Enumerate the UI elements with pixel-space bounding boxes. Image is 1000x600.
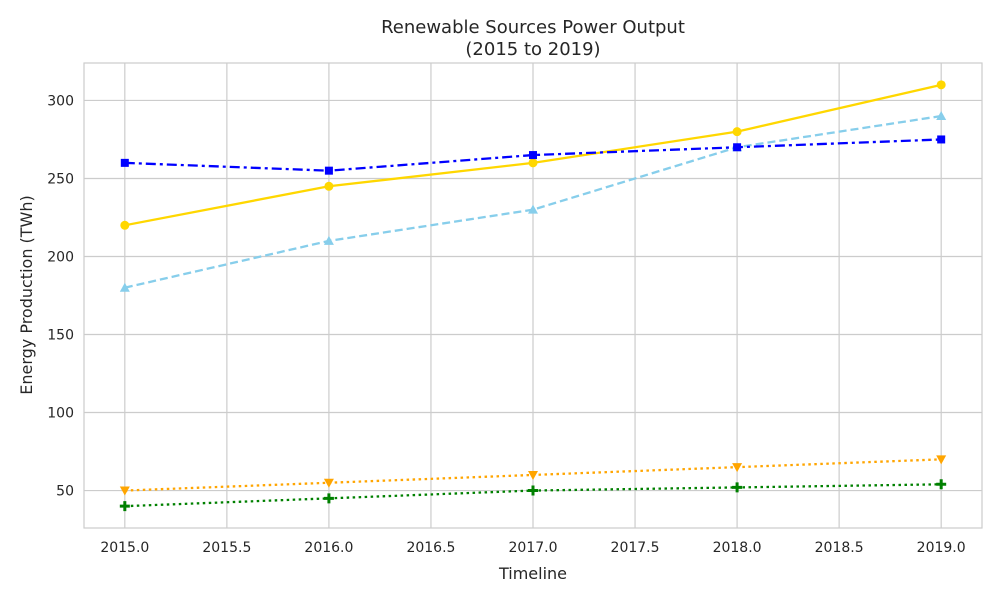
data-point bbox=[528, 158, 538, 168]
x-tick-label: 2018.5 bbox=[815, 540, 864, 556]
x-tick-label: 2019.0 bbox=[917, 540, 966, 556]
x-axis-label: Timeline bbox=[498, 564, 567, 583]
y-tick-label: 250 bbox=[47, 171, 74, 187]
data-point bbox=[323, 235, 334, 245]
y-tick-label: 50 bbox=[56, 484, 74, 500]
y-tick-label: 200 bbox=[47, 249, 74, 265]
x-tick-label: 2017.5 bbox=[611, 540, 660, 556]
x-tick-label: 2018.0 bbox=[713, 540, 762, 556]
chart-title-line-1: Renewable Sources Power Output bbox=[381, 17, 685, 38]
data-point bbox=[120, 220, 130, 230]
data-point bbox=[732, 463, 743, 473]
data-point bbox=[732, 127, 742, 137]
x-tick-label: 2017.0 bbox=[509, 540, 558, 556]
data-point bbox=[323, 493, 334, 504]
data-point bbox=[936, 479, 947, 490]
data-point bbox=[529, 151, 537, 160]
data-point bbox=[733, 143, 742, 152]
data-point bbox=[528, 485, 538, 496]
series-3 bbox=[119, 455, 947, 496]
y-tick-label: 100 bbox=[47, 406, 74, 422]
data-point bbox=[324, 166, 333, 175]
y-tick-label: 150 bbox=[47, 328, 74, 344]
data-point bbox=[324, 181, 334, 191]
series-0 bbox=[120, 80, 946, 230]
data-point bbox=[528, 470, 538, 480]
data-point bbox=[323, 478, 334, 488]
data-point bbox=[120, 158, 129, 167]
x-tick-label: 2015.5 bbox=[202, 540, 251, 556]
series-layer bbox=[119, 80, 947, 512]
series-4 bbox=[119, 479, 947, 512]
x-tick-label: 2016.0 bbox=[304, 540, 353, 556]
chart-title-line-2: (2015 to 2019) bbox=[465, 39, 600, 60]
data-point bbox=[936, 455, 947, 465]
data-point bbox=[936, 111, 947, 121]
data-point bbox=[732, 482, 743, 493]
x-tick-label: 2015.0 bbox=[100, 540, 149, 556]
tick-layer: 2015.0 2015.5 2016.0 2016.5 2017.0 2017.5 2018… bbox=[47, 93, 965, 556]
series-2 bbox=[120, 135, 946, 175]
data-point bbox=[528, 204, 538, 214]
y-axis-label: Energy Production (TWh) bbox=[17, 195, 36, 395]
data-point bbox=[937, 135, 946, 144]
x-tick-label: 2016.5 bbox=[406, 540, 455, 556]
y-tick-label: 300 bbox=[47, 93, 74, 109]
data-point bbox=[119, 282, 130, 292]
data-point bbox=[119, 486, 130, 496]
data-point bbox=[936, 80, 946, 90]
data-point bbox=[119, 501, 130, 512]
